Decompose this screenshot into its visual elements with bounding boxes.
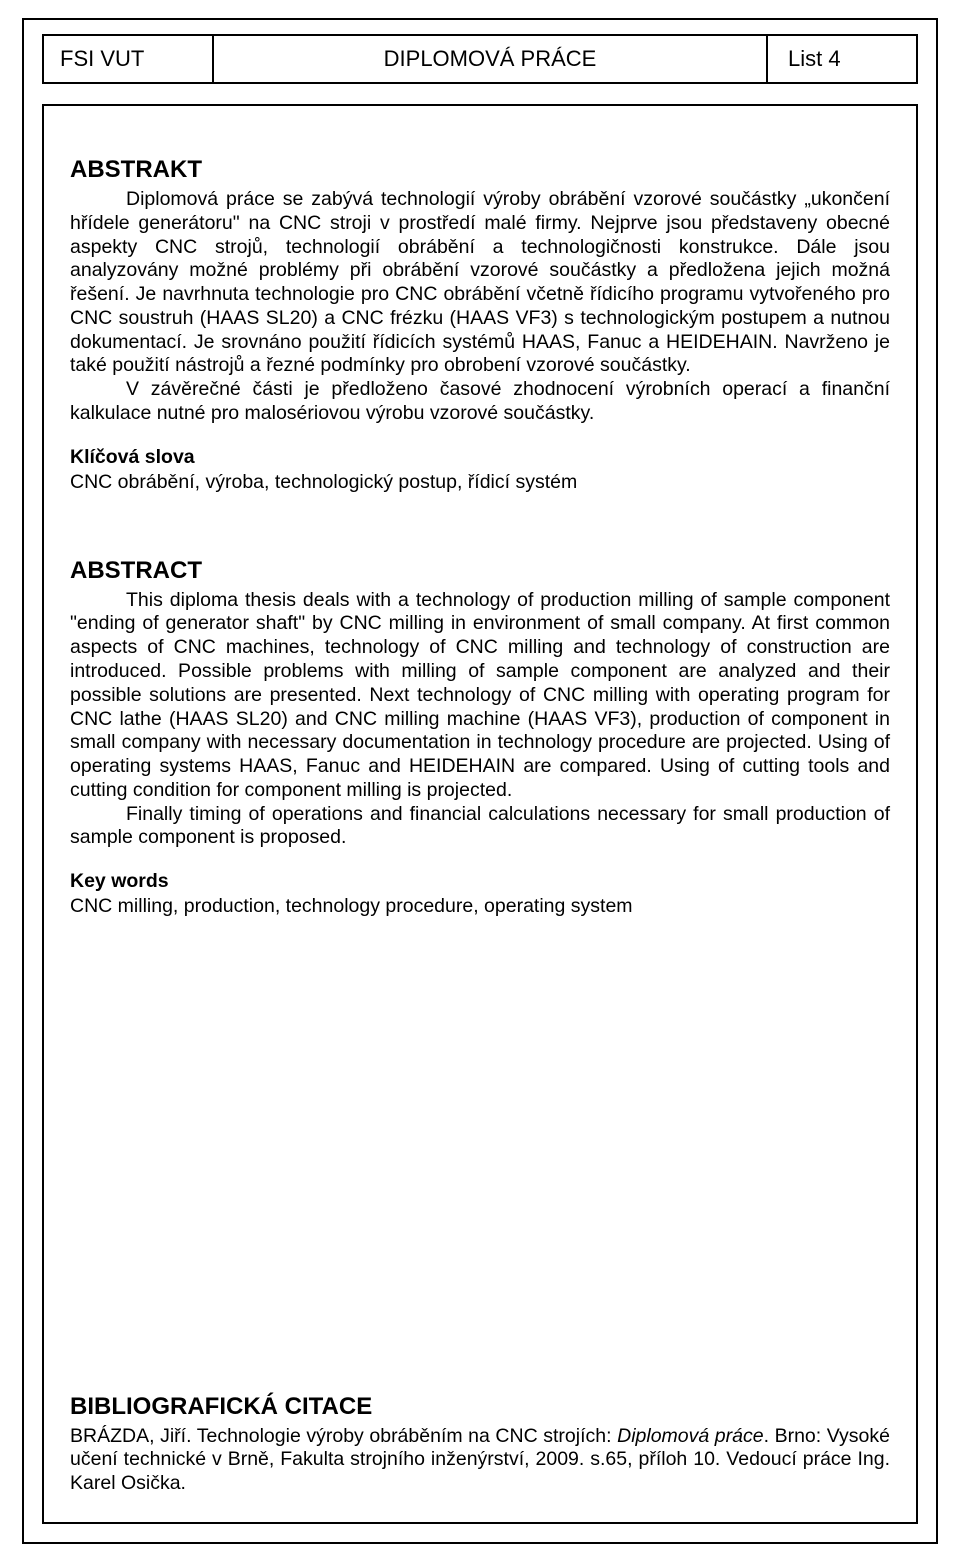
biblio-title: BIBLIOGRAFICKÁ CITACE [70,1393,890,1421]
abstrakt-keywords: CNC obrábění, výroba, technologický post… [70,471,890,495]
biblio-citation: BRÁZDA, Jiří. Technologie výroby obráběn… [70,1425,890,1496]
biblio-section: BIBLIOGRAFICKÁ CITACE BRÁZDA, Jiří. Tech… [70,1393,890,1496]
content-frame: ABSTRAKT Diplomová práce se zabývá techn… [42,104,918,1524]
biblio-type: Diplomová práce [617,1425,763,1447]
abstrakt-p2: V závěrečné části je předloženo časové z… [70,378,890,426]
header-row: FSI VUT DIPLOMOVÁ PRÁCE List 4 [42,34,918,84]
biblio-author: BRÁZDA, Jiří. [70,1425,197,1447]
abstract-section: ABSTRACT This diploma thesis deals with … [70,557,890,919]
biblio-work-title: Technologie výroby obráběním na CNC stro… [197,1425,617,1447]
abstrakt-keywords-label: Klíčová slova [70,446,890,469]
abstract-p1: This diploma thesis deals with a technol… [70,589,890,803]
header-right: List 4 [768,36,916,82]
abstrakt-p1: Diplomová práce se zabývá technologií vý… [70,188,890,378]
header-center: DIPLOMOVÁ PRÁCE [214,36,768,82]
abstrakt-title: ABSTRAKT [70,156,890,184]
abstract-p2: Finally timing of operations and financi… [70,803,890,851]
abstract-keywords: CNC milling, production, technology proc… [70,895,890,919]
abstract-keywords-label: Key words [70,870,890,893]
abstrakt-section: ABSTRAKT Diplomová práce se zabývá techn… [70,156,890,495]
header-left: FSI VUT [44,36,214,82]
abstract-title: ABSTRACT [70,557,890,585]
